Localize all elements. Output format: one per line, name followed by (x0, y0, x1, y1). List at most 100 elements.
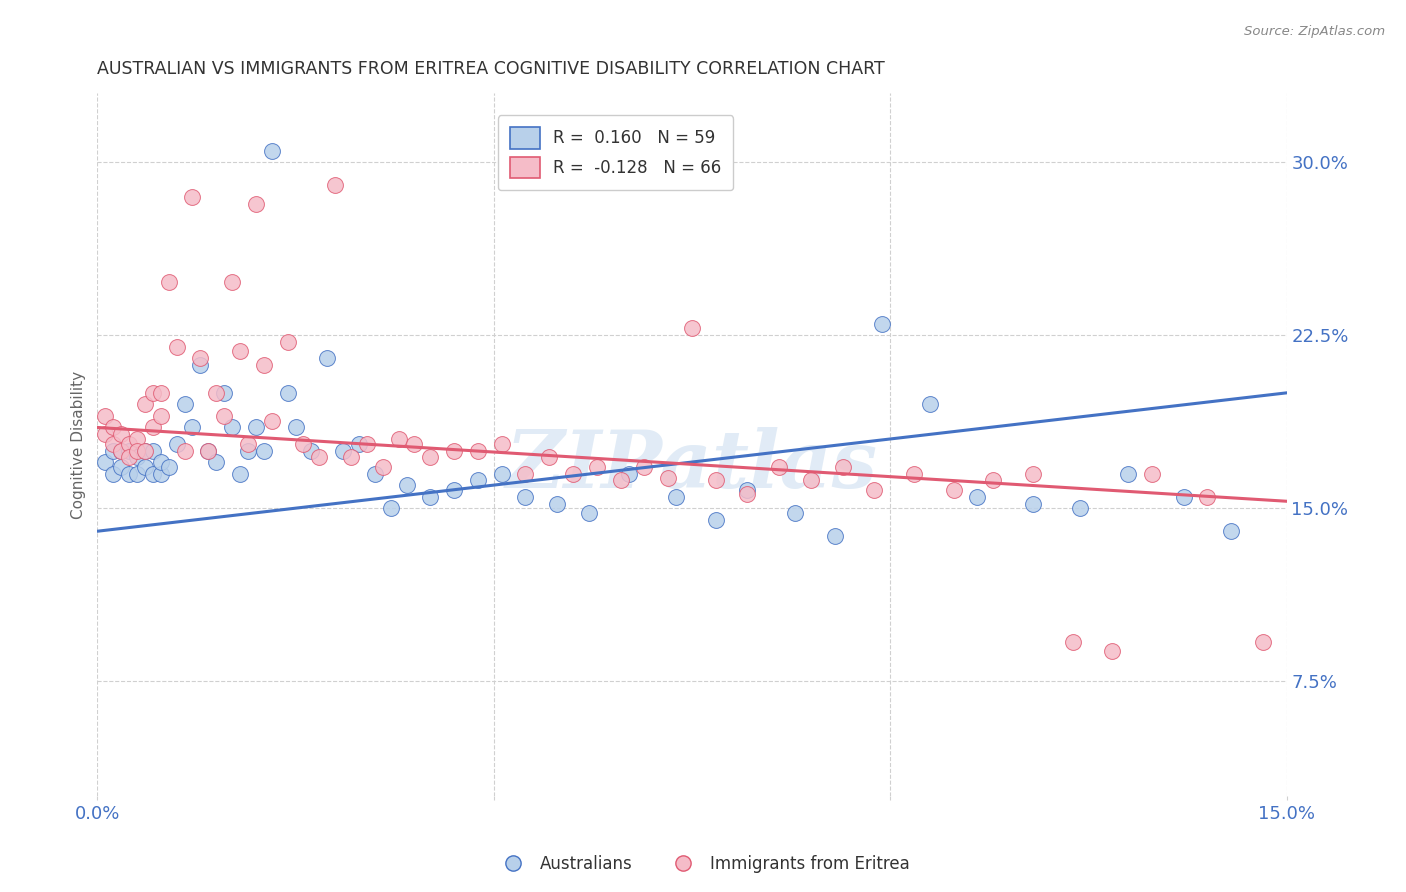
Point (800, 474, 823, 488)
Point (205, 385, 228, 400)
Point (467, 474, 489, 488)
Point (173, 443, 195, 458)
Point (94, 409, 117, 423)
Point (292, 436, 315, 450)
Point (323, 178, 346, 193)
Point (419, 490, 441, 504)
Point (197, 443, 219, 458)
Point (419, 450, 441, 465)
Point (1173, 490, 1195, 504)
Point (236, 443, 259, 458)
Point (253, 358, 276, 372)
Point (1197, 490, 1219, 504)
Point (966, 490, 988, 504)
Point (578, 506, 600, 520)
Point (142, 443, 165, 458)
Point (277, 335, 299, 350)
Point (260, 413, 283, 427)
Point (1251, 635, 1274, 649)
Point (737, 487, 759, 501)
Point (173, 397, 195, 411)
Point (737, 483, 759, 497)
Point (340, 450, 363, 465)
Point (125, 467, 148, 481)
Point (245, 196, 267, 211)
Point (94, 455, 117, 469)
Point (110, 427, 132, 442)
Point (783, 506, 806, 520)
Point (142, 420, 165, 434)
Point (824, 529, 846, 543)
Point (903, 467, 925, 481)
Point (212, 385, 235, 400)
Point (299, 443, 322, 458)
Point (768, 459, 790, 474)
Point (118, 436, 141, 450)
Point (142, 385, 165, 400)
Point (371, 459, 394, 474)
Point (538, 450, 561, 465)
Text: Source: ZipAtlas.com: Source: ZipAtlas.com (1244, 25, 1385, 38)
Point (1116, 467, 1139, 481)
Point (166, 436, 188, 450)
Point (316, 351, 339, 366)
Point (134, 397, 156, 411)
Point (181, 420, 204, 434)
Point (1140, 467, 1163, 481)
Point (1101, 644, 1123, 658)
Legend: Australians, Immigrants from Eritrea: Australians, Immigrants from Eritrea (491, 848, 915, 880)
Point (110, 443, 132, 458)
Point (149, 455, 172, 469)
Point (585, 459, 607, 474)
Point (181, 190, 204, 204)
Point (704, 513, 727, 527)
Point (831, 459, 853, 474)
Point (665, 490, 688, 504)
Point (134, 443, 156, 458)
Point (546, 497, 568, 511)
Point (260, 144, 283, 158)
Point (149, 385, 172, 400)
Point (388, 432, 411, 446)
Point (981, 474, 1004, 488)
Point (149, 467, 172, 481)
Point (103, 420, 125, 434)
Point (443, 443, 465, 458)
Point (229, 344, 252, 359)
Point (404, 436, 426, 450)
Point (609, 474, 631, 488)
Point (1220, 524, 1243, 539)
Point (253, 443, 276, 458)
Point (443, 483, 465, 497)
Legend: R =  0.160   N = 59, R =  -0.128   N = 66: R = 0.160 N = 59, R = -0.128 N = 66 (498, 115, 733, 190)
Point (103, 443, 125, 458)
Point (125, 443, 148, 458)
Point (1069, 501, 1091, 516)
Point (491, 436, 513, 450)
Point (229, 467, 252, 481)
Point (704, 474, 727, 488)
Point (467, 443, 489, 458)
Point (515, 490, 537, 504)
Y-axis label: Cognitive Disability: Cognitive Disability (72, 371, 86, 519)
Point (681, 321, 703, 335)
Point (110, 443, 132, 458)
Point (142, 467, 165, 481)
Point (134, 459, 156, 474)
Point (197, 443, 219, 458)
Point (1022, 497, 1045, 511)
Point (118, 450, 141, 465)
Point (236, 436, 259, 450)
Point (118, 467, 141, 481)
Point (157, 275, 180, 289)
Point (277, 385, 299, 400)
Point (395, 478, 418, 492)
Point (94, 427, 117, 442)
Point (110, 459, 132, 474)
Point (221, 420, 243, 434)
Point (205, 455, 228, 469)
Point (515, 467, 537, 481)
Point (284, 420, 307, 434)
Point (356, 436, 378, 450)
Point (347, 436, 370, 450)
